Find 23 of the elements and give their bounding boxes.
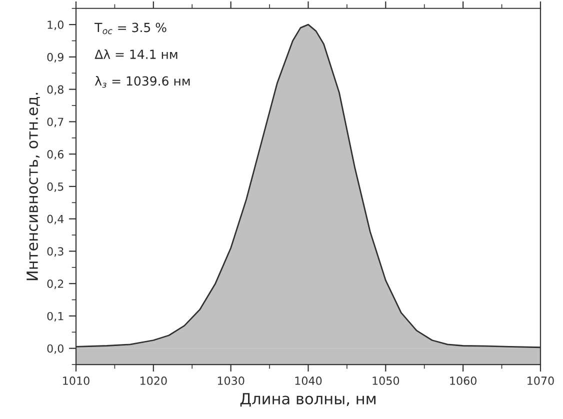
x-tick-label: 1010 bbox=[63, 376, 90, 385]
x-tick-label: 1050 bbox=[372, 376, 400, 385]
x-axis-title: Длина волны, нм bbox=[240, 393, 376, 407]
annotation: λ$_{з}$ = 1039.6 нм bbox=[94, 76, 190, 88]
y-axis-title: Интенсивность, отн.ед. bbox=[26, 92, 40, 280]
y-tick-label: 0,1 bbox=[47, 312, 64, 322]
y-tick-label: 0,9 bbox=[47, 52, 64, 62]
annotation: T$_{ос}$ = 3.5 % bbox=[94, 22, 166, 34]
y-tick-label: 0,2 bbox=[47, 280, 64, 290]
y-tick-label: 0,0 bbox=[47, 344, 64, 354]
y-tick-label: 1,0 bbox=[48, 20, 64, 30]
x-tick-label: 1030 bbox=[218, 376, 244, 385]
annotation: Δλ = 14.1 нм bbox=[94, 49, 178, 59]
y-tick-label: 0,7 bbox=[47, 118, 64, 128]
x-tick-label: 1070 bbox=[528, 376, 554, 385]
y-tick-label: 0,4 bbox=[47, 214, 64, 224]
x-tick-label: 1020 bbox=[140, 376, 167, 385]
x-tick-label: 1040 bbox=[295, 376, 322, 385]
x-tick-label: 1060 bbox=[450, 376, 476, 385]
y-tick-label: 0,8 bbox=[47, 85, 64, 95]
y-tick-label: 0,5 bbox=[47, 182, 64, 192]
y-tick-label: 0,3 bbox=[47, 247, 64, 257]
y-tick-label: 0,6 bbox=[47, 150, 64, 160]
